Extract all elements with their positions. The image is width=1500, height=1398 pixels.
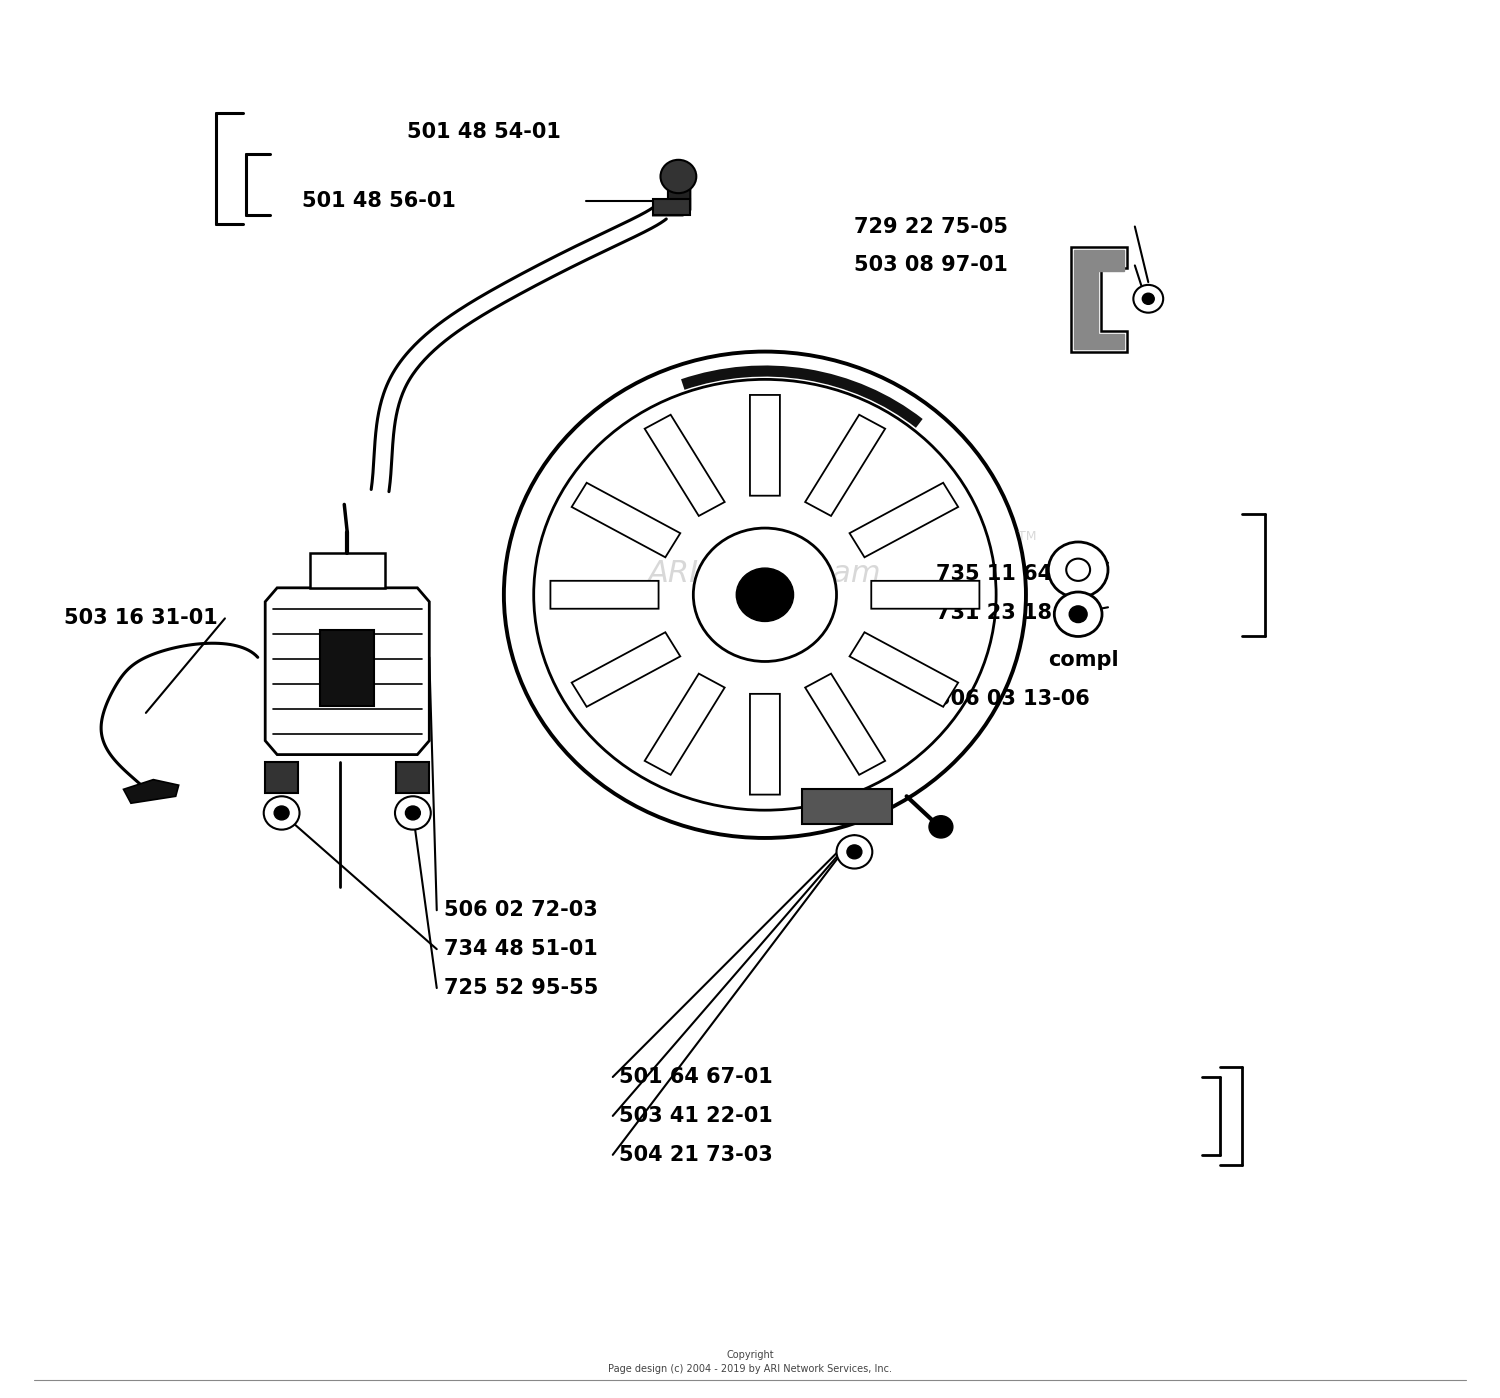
Text: 501 48 56-01: 501 48 56-01 xyxy=(303,192,456,211)
Polygon shape xyxy=(572,482,681,558)
Polygon shape xyxy=(806,415,885,516)
Circle shape xyxy=(736,568,794,622)
Text: compl: compl xyxy=(1048,650,1119,670)
Polygon shape xyxy=(396,762,429,794)
Polygon shape xyxy=(652,199,690,215)
Polygon shape xyxy=(849,632,958,707)
Polygon shape xyxy=(806,674,885,774)
Text: 731 23 18-01: 731 23 18-01 xyxy=(936,603,1090,624)
Text: 503 41 22-01: 503 41 22-01 xyxy=(618,1106,772,1125)
Text: 734 48 51-01: 734 48 51-01 xyxy=(444,939,598,959)
Circle shape xyxy=(1143,294,1154,305)
Polygon shape xyxy=(572,632,681,707)
Circle shape xyxy=(693,528,837,661)
Circle shape xyxy=(660,159,696,193)
Circle shape xyxy=(534,379,996,811)
Polygon shape xyxy=(871,580,980,608)
Text: 503 16 31-01: 503 16 31-01 xyxy=(64,608,218,628)
Text: Copyright: Copyright xyxy=(726,1350,774,1360)
Polygon shape xyxy=(266,762,298,794)
Text: 503 08 97-01: 503 08 97-01 xyxy=(855,256,1008,275)
Circle shape xyxy=(394,797,430,829)
Polygon shape xyxy=(310,554,384,587)
Text: 729 22 75-05: 729 22 75-05 xyxy=(855,217,1008,236)
Polygon shape xyxy=(750,396,780,496)
Circle shape xyxy=(1134,285,1162,313)
Polygon shape xyxy=(652,178,690,215)
Text: 501 48 54-01: 501 48 54-01 xyxy=(406,122,561,143)
Circle shape xyxy=(274,807,290,819)
Circle shape xyxy=(1066,559,1090,582)
Polygon shape xyxy=(1071,247,1128,351)
Circle shape xyxy=(1054,591,1102,636)
Circle shape xyxy=(264,797,300,829)
Circle shape xyxy=(928,815,952,837)
Circle shape xyxy=(504,351,1026,837)
Text: 504 21 73-03: 504 21 73-03 xyxy=(618,1145,772,1165)
Polygon shape xyxy=(321,629,374,706)
Circle shape xyxy=(837,835,873,868)
Text: Page design (c) 2004 - 2019 by ARI Network Services, Inc.: Page design (c) 2004 - 2019 by ARI Netwo… xyxy=(608,1364,892,1374)
Text: 501 64 67-01: 501 64 67-01 xyxy=(618,1067,772,1088)
Text: 506 03 13-06: 506 03 13-06 xyxy=(936,689,1090,709)
Circle shape xyxy=(1070,605,1088,622)
Polygon shape xyxy=(123,780,178,804)
Polygon shape xyxy=(750,693,780,794)
Polygon shape xyxy=(1074,250,1125,350)
Circle shape xyxy=(847,844,862,858)
Text: 735 11 64-50: 735 11 64-50 xyxy=(936,563,1090,584)
Text: 725 52 95-55: 725 52 95-55 xyxy=(444,979,598,998)
Polygon shape xyxy=(802,790,891,823)
Text: ARI PartStream: ARI PartStream xyxy=(648,559,882,589)
Polygon shape xyxy=(266,587,429,755)
Circle shape xyxy=(1048,542,1108,597)
Circle shape xyxy=(405,807,420,819)
Text: 506 02 72-03: 506 02 72-03 xyxy=(444,900,598,920)
Polygon shape xyxy=(550,580,658,608)
Polygon shape xyxy=(849,482,958,558)
Text: TM: TM xyxy=(1019,530,1036,542)
Polygon shape xyxy=(645,415,724,516)
Polygon shape xyxy=(645,674,724,774)
